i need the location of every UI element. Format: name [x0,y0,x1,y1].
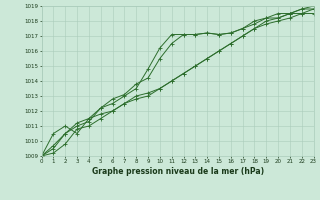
X-axis label: Graphe pression niveau de la mer (hPa): Graphe pression niveau de la mer (hPa) [92,167,264,176]
